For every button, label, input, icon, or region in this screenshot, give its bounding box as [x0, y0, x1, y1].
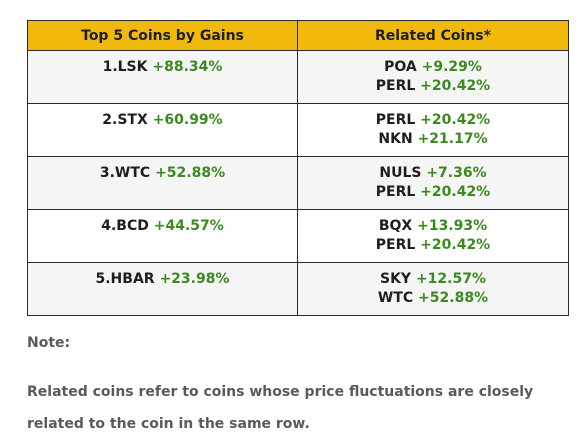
related-coin-symbol: PERL — [375, 78, 416, 94]
related-coins-cell: POA +9.29% PERL +20.42% — [297, 50, 569, 104]
top-coin-gain: +44.57% — [153, 218, 224, 234]
related-coin-symbol: PERL — [375, 112, 416, 128]
top-coin-gain: +23.98% — [159, 271, 230, 287]
top-coin-gain: +88.34% — [152, 59, 223, 75]
related-coin-gain: +7.36% — [426, 165, 487, 181]
related-coin-gain: +21.17% — [417, 131, 488, 147]
top-coin-symbol: 4.BCD — [101, 218, 149, 234]
top-coin-cell: 1.LSK +88.34% — [27, 50, 298, 104]
top-coin-symbol: 3.WTC — [99, 165, 151, 181]
table-row: 4.BCD +44.57% BQX +13.93% PERL +20.42% — [27, 209, 569, 263]
related-coin-symbol: WTC — [377, 290, 414, 306]
coins-table-container: Top 5 Coins by Gains Related Coins* 1.LS… — [27, 20, 569, 316]
header-related-coins: Related Coins* — [297, 20, 569, 51]
related-coin-symbol: PERL — [375, 237, 416, 253]
related-coin-gain: +52.88% — [418, 290, 489, 306]
related-coin-line: PERL +20.42% — [298, 111, 568, 130]
top-coin-gain: +52.88% — [155, 165, 226, 181]
related-coins-cell: BQX +13.93% PERL +20.42% — [297, 209, 569, 263]
related-coin-gain: +12.57% — [415, 271, 486, 287]
note-text: Related coins refer to coins whose price… — [27, 384, 534, 432]
related-coin-line: SKY +12.57% — [298, 270, 568, 289]
related-coin-line: PERL +20.42% — [298, 236, 568, 255]
table-row: 2.STX +60.99% PERL +20.42% NKN +21.17% — [27, 103, 569, 157]
related-coin-symbol: PERL — [375, 184, 416, 200]
related-coin-symbol: BQX — [378, 218, 413, 234]
related-coin-gain: +13.93% — [417, 218, 488, 234]
related-coins-cell: SKY +12.57% WTC +52.88% — [297, 262, 569, 316]
coins-table: Top 5 Coins by Gains Related Coins* 1.LS… — [27, 20, 569, 316]
related-coin-symbol: SKY — [380, 271, 412, 287]
related-coin-gain: +20.42% — [420, 112, 491, 128]
related-coin-gain: +20.42% — [420, 237, 491, 253]
related-coins-cell: NULS +7.36% PERL +20.42% — [297, 156, 569, 210]
related-coin-line: POA +9.29% — [298, 58, 568, 77]
top-coin-cell: 5.HBAR +23.98% — [27, 262, 298, 316]
table-row: 5.HBAR +23.98% SKY +12.57% WTC +52.88% — [27, 262, 569, 316]
top-coin-symbol: 5.HBAR — [95, 271, 155, 287]
top-coin-cell: 4.BCD +44.57% — [27, 209, 298, 263]
top-coin-symbol: 1.LSK — [102, 59, 148, 75]
related-coin-symbol: NKN — [378, 131, 413, 147]
related-coin-line: NKN +21.17% — [298, 130, 568, 149]
related-coin-line: WTC +52.88% — [298, 289, 568, 308]
related-coin-gain: +9.29% — [421, 59, 482, 75]
top-coin-cell: 2.STX +60.99% — [27, 103, 298, 157]
related-coin-symbol: NULS — [379, 165, 422, 181]
top-coin-gain: +60.99% — [152, 112, 223, 128]
top-coin-symbol: 2.STX — [102, 112, 148, 128]
header-top-coins: Top 5 Coins by Gains — [27, 20, 298, 51]
table-row: 3.WTC +52.88% NULS +7.36% PERL +20.42% — [27, 156, 569, 210]
related-coins-cell: PERL +20.42% NKN +21.17% — [297, 103, 569, 157]
related-coin-gain: +20.42% — [420, 184, 491, 200]
top-coin-cell: 3.WTC +52.88% — [27, 156, 298, 210]
related-coin-symbol: POA — [384, 59, 417, 75]
table-header-row: Top 5 Coins by Gains Related Coins* — [27, 20, 569, 51]
related-coin-line: BQX +13.93% — [298, 217, 568, 236]
related-coin-line: NULS +7.36% — [298, 164, 568, 183]
table-row: 1.LSK +88.34% POA +9.29% PERL +20.42% — [27, 50, 569, 104]
related-coin-gain: +20.42% — [420, 78, 491, 94]
note-label: Note: — [27, 335, 71, 351]
related-coin-line: PERL +20.42% — [298, 77, 568, 96]
related-coin-line: PERL +20.42% — [298, 183, 568, 202]
